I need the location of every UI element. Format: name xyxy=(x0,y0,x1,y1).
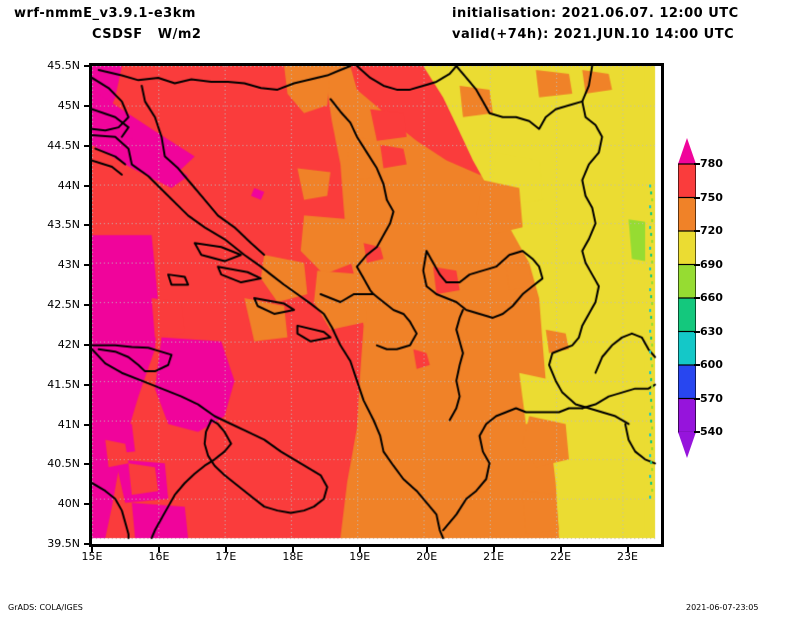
y-axis-tick-label: 45.5N xyxy=(47,59,80,72)
colorbar-tick-label: 630 xyxy=(700,324,723,338)
y-axis-tick-label: 41.5N xyxy=(47,377,80,391)
map-raster-canvas xyxy=(92,66,661,544)
y-axis-tick-label: 39.5N xyxy=(47,537,80,550)
model-name-title: wrf-nmmE_v3.9.1-e3km xyxy=(14,6,196,21)
colorbar-band xyxy=(678,263,696,300)
x-axis-tick-mark xyxy=(157,547,160,552)
y-axis-tick-mark xyxy=(84,224,89,227)
x-axis-tick-label: 20E xyxy=(416,550,438,563)
x-axis-tick-label: 15E xyxy=(81,550,103,563)
y-axis-tick-label: 44.5N xyxy=(47,138,80,152)
y-axis-tick-label: 45N xyxy=(57,98,80,112)
colorbar-tick-mark xyxy=(694,297,700,299)
colorbar-tick-mark xyxy=(694,364,700,366)
y-axis-tick-mark xyxy=(84,65,89,67)
y-axis-tick-label: 42.5N xyxy=(47,298,80,311)
x-axis-tick-label: 21E xyxy=(483,550,505,563)
y-axis-tick-label: 43.5N xyxy=(47,218,80,232)
y-axis-tick-mark xyxy=(84,304,89,306)
y-axis-tick-mark xyxy=(84,264,89,267)
y-axis-tick-label: 40.5N xyxy=(47,457,80,471)
colorbar-tick-label: 540 xyxy=(700,425,723,438)
y-axis-tick-label: 43N xyxy=(57,258,80,272)
x-axis-tick-label: 17E xyxy=(215,550,237,563)
x-axis-tick-label: 22E xyxy=(550,550,572,563)
variable-name-title: CSDSF W/m2 xyxy=(92,27,202,42)
colorbar-band xyxy=(678,230,696,266)
colorbar-tick-mark xyxy=(694,196,700,199)
x-axis-tick-mark xyxy=(492,547,495,552)
colorbar-tick-mark xyxy=(694,230,700,232)
y-axis-tick-mark xyxy=(84,503,89,506)
y-axis-tick-mark xyxy=(84,543,89,545)
y-axis-tick-label: 40N xyxy=(57,497,80,511)
colorbar-tick-mark xyxy=(694,431,700,433)
x-axis-tick-mark xyxy=(425,547,428,552)
y-axis-tick-mark xyxy=(84,144,89,147)
initialisation-time-label: initialisation: 2021.06.07. 12:00 UTC xyxy=(452,6,739,21)
y-axis-tick-label: 44N xyxy=(57,178,80,192)
x-axis-tick-label: 18E xyxy=(282,550,304,563)
colorbar-tick-label: 660 xyxy=(700,291,723,304)
y-axis-tick-mark xyxy=(84,343,89,346)
colorbar-tick-mark xyxy=(694,397,700,400)
colorbar-legend xyxy=(678,138,696,458)
colorbar-tick-mark xyxy=(694,263,700,266)
colorbar-tick-label: 780 xyxy=(700,157,723,170)
x-axis-tick-mark xyxy=(291,547,294,552)
x-axis-tick-mark xyxy=(224,547,227,552)
colorbar-band xyxy=(678,330,696,367)
colorbar-band xyxy=(678,364,696,400)
colorbar-band xyxy=(678,297,696,333)
x-axis-tick-label: 16E xyxy=(148,550,170,563)
colorbar-tick-label: 690 xyxy=(700,257,723,271)
x-axis-tick-mark xyxy=(559,547,562,552)
valid-time-label: valid(+74h): 2021.JUN.10 14:00 UTC xyxy=(452,27,735,42)
x-axis-tick-label: 19E xyxy=(349,550,371,563)
y-axis-tick-mark xyxy=(84,423,89,426)
colorbar-tick-label: 570 xyxy=(700,391,723,405)
y-axis-tick-mark xyxy=(84,184,89,187)
x-axis-tick-mark xyxy=(358,547,361,552)
colorbar-band xyxy=(678,163,696,199)
colorbar-tick-label: 750 xyxy=(700,190,723,204)
footer-timestamp: 2021-06-07-23:05 xyxy=(686,603,759,612)
y-axis-tick-mark xyxy=(84,383,89,386)
colorbar-tick-label: 600 xyxy=(700,358,723,371)
map-plot-area xyxy=(89,63,664,547)
colorbar-tick-mark xyxy=(694,330,700,333)
colorbar-upper-arrow xyxy=(678,138,696,164)
y-axis-tick-mark xyxy=(84,104,89,107)
x-axis-tick-label: 23E xyxy=(617,550,638,563)
y-axis-tick-mark xyxy=(84,463,89,466)
colorbar-tick-mark xyxy=(694,163,700,165)
footer-credit: GrADS: COLA/IGES xyxy=(8,603,83,612)
x-axis-tick-mark xyxy=(626,547,629,552)
colorbar-lower-arrow xyxy=(678,432,696,458)
y-axis-tick-label: 41N xyxy=(57,417,80,431)
colorbar-tick-label: 720 xyxy=(700,224,723,237)
x-axis-tick-mark xyxy=(91,547,93,552)
colorbar-band xyxy=(678,397,696,434)
y-axis-tick-label: 42N xyxy=(57,337,80,351)
colorbar-swatches xyxy=(678,138,696,458)
colorbar-band xyxy=(678,196,696,233)
